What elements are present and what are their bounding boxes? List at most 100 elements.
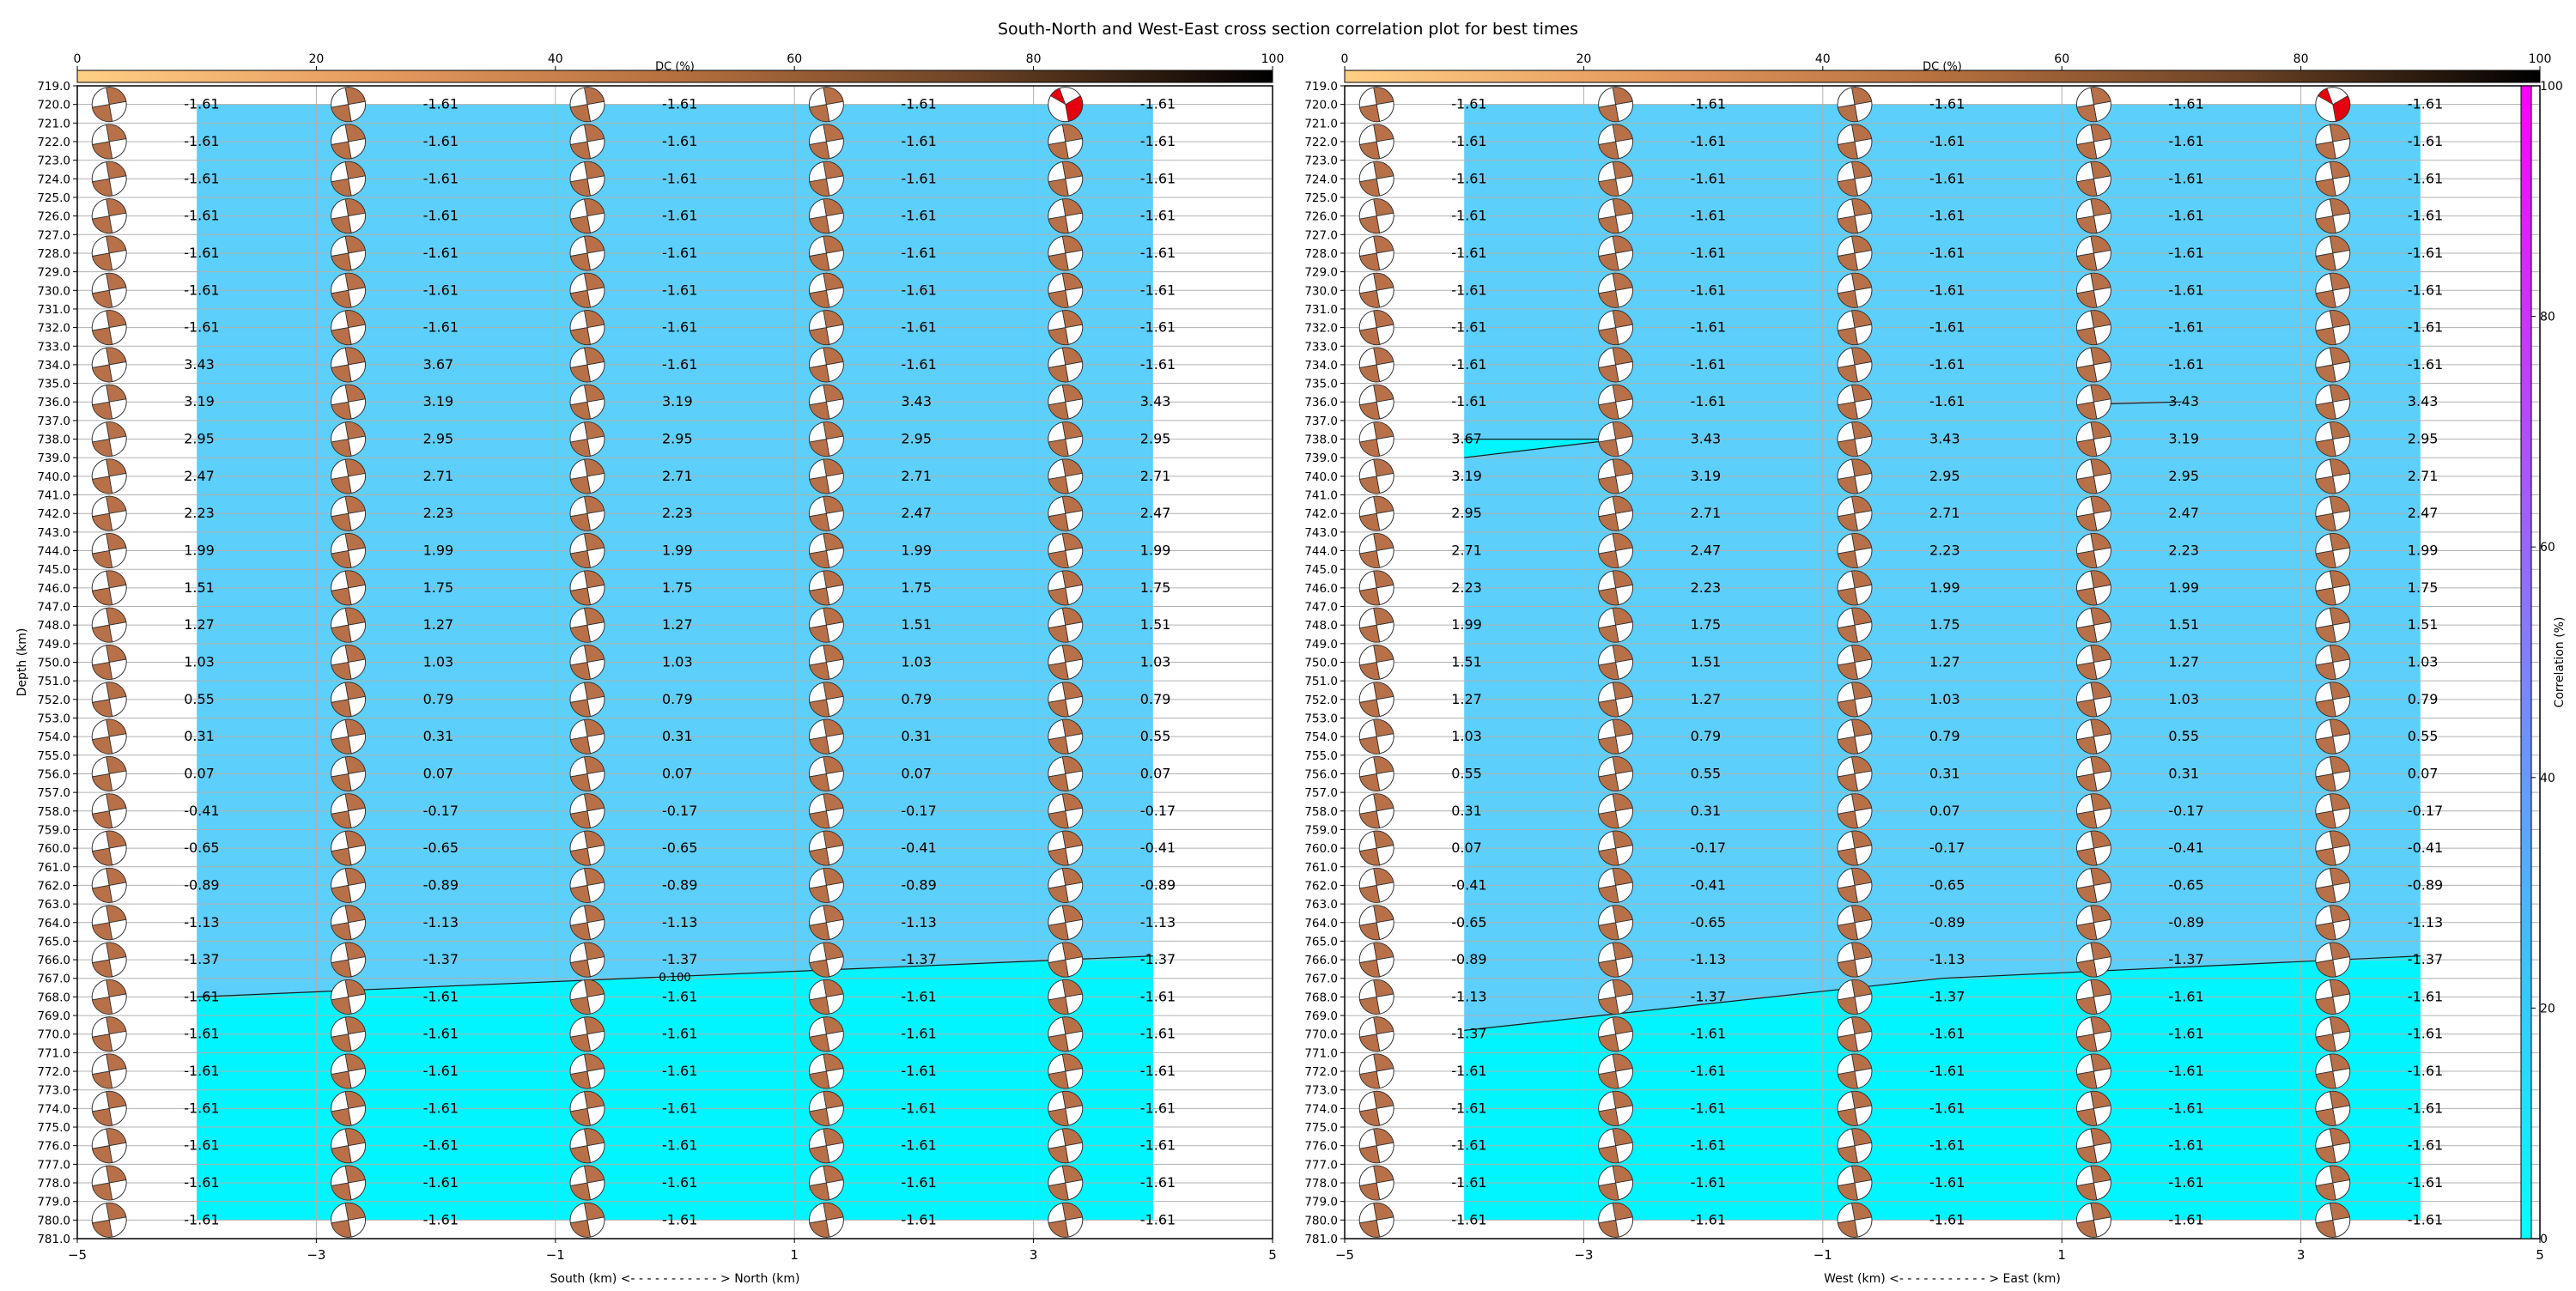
beachball — [2075, 942, 2111, 978]
nodal-plane — [1598, 324, 1633, 331]
beachball — [1358, 1090, 1394, 1126]
time-label: 1.99 — [184, 542, 215, 559]
time-label: -1.61 — [1929, 1063, 1965, 1079]
beachball-quadrant — [2315, 1070, 2336, 1089]
beachball-quadrant — [2329, 979, 2350, 997]
time-label: 0.07 — [901, 765, 932, 781]
beachball-quadrant — [1048, 1182, 1069, 1201]
time-label: -1.61 — [1140, 96, 1176, 112]
beachball-quadrant — [2315, 364, 2336, 383]
beachball — [1048, 458, 1084, 494]
beachball-quadrant — [2315, 922, 2336, 941]
beachball-quadrant — [823, 868, 844, 886]
time-label: -0.65 — [662, 839, 697, 856]
beachball-quadrant — [2329, 347, 2350, 366]
nodal-plane — [570, 882, 605, 889]
beachball — [1048, 979, 1084, 1015]
beachball-quadrant — [1048, 141, 1069, 160]
beachball-quadrant — [809, 476, 830, 494]
beachball-quadrant — [823, 607, 844, 626]
time-label: -1.61 — [1451, 319, 1486, 336]
time-label: -1.61 — [1451, 1137, 1486, 1154]
beachball — [91, 942, 127, 978]
time-label: 2.71 — [901, 468, 932, 484]
time-label: -0.41 — [2408, 839, 2443, 856]
time-label: 0.79 — [1929, 728, 1960, 744]
time-label: -1.61 — [2168, 1026, 2203, 1042]
beachball-quadrant — [2076, 1070, 2098, 1089]
time-label: -1.61 — [1451, 170, 1486, 186]
beachball-quadrant — [1837, 662, 1858, 680]
beachball-quadrant — [823, 421, 844, 440]
beachball — [91, 793, 127, 829]
beachball — [1048, 495, 1084, 531]
beachball — [808, 421, 844, 458]
beachball-quadrant — [1048, 178, 1069, 197]
beachball — [2075, 1090, 2111, 1126]
beachball — [1837, 755, 1873, 791]
beachball-quadrant — [1612, 905, 1633, 924]
nodal-plane — [570, 1142, 605, 1149]
beachball — [91, 1053, 127, 1089]
time-label: 3.67 — [1451, 431, 1482, 447]
time-label: -1.61 — [184, 1137, 219, 1154]
beachball-quadrant — [92, 401, 113, 420]
nodal-plane — [331, 1142, 366, 1149]
beachball — [1837, 905, 1873, 941]
time-label: -1.61 — [1140, 1026, 1176, 1042]
beachball-quadrant — [584, 868, 605, 886]
beachball — [331, 979, 367, 1015]
beachball — [2075, 384, 2111, 420]
beachball — [331, 1202, 367, 1238]
time-label: 2.95 — [2408, 431, 2439, 447]
beachball — [1358, 87, 1394, 123]
beachball — [1598, 645, 1634, 680]
beachball-quadrant — [1598, 959, 1619, 978]
beachball-quadrant — [2076, 141, 2098, 160]
time-label: -1.61 — [1929, 356, 1965, 373]
beachball-quadrant — [1048, 1219, 1069, 1238]
nodal-plane — [1359, 473, 1394, 480]
beachball-quadrant — [344, 87, 366, 106]
time-label: -0.41 — [901, 839, 936, 856]
nodal-plane — [1048, 956, 1083, 963]
beachball-quadrant — [1598, 252, 1619, 271]
beachball-quadrant — [1061, 868, 1083, 886]
beachball-quadrant — [1048, 550, 1069, 568]
nodal-plane — [1838, 918, 1872, 926]
time-label: -1.13 — [184, 914, 219, 930]
y-tick-label: 746.0 — [1304, 582, 1338, 596]
beachball — [2315, 793, 2351, 829]
beachball-quadrant — [584, 793, 605, 812]
beachball — [569, 607, 605, 643]
beachball-quadrant — [2315, 996, 2336, 1015]
time-label: 3.19 — [662, 393, 693, 409]
beachball-quadrant — [106, 830, 127, 849]
beachball-quadrant — [1048, 736, 1069, 755]
x-tick-label: 5 — [2536, 1247, 2544, 1263]
time-label: -1.61 — [901, 245, 936, 261]
beachball — [1837, 867, 1873, 903]
beachball-quadrant — [1851, 830, 1873, 849]
beachball-quadrant — [1851, 756, 1873, 774]
time-label: 1.03 — [1451, 728, 1482, 744]
beachball-quadrant — [331, 289, 352, 308]
beachball — [1598, 495, 1634, 531]
nodal-plane — [92, 658, 126, 666]
y-tick-label: 739.0 — [37, 452, 70, 465]
nodal-plane — [1048, 770, 1083, 778]
time-label: -1.61 — [1140, 245, 1176, 261]
y-tick-label: 749.0 — [37, 638, 70, 652]
nodal-plane — [570, 138, 605, 145]
beachball-quadrant — [2090, 905, 2111, 924]
beachball — [1837, 1090, 1873, 1126]
nodal-plane — [2316, 882, 2350, 889]
nodal-plane — [2076, 845, 2111, 852]
nodal-plane — [1838, 658, 1872, 666]
dc-colorbar-tick-label: 100 — [2529, 52, 2552, 66]
y-tick-label: 719.0 — [1304, 80, 1338, 94]
beachball — [1358, 124, 1394, 160]
beachball-quadrant — [1612, 458, 1633, 477]
